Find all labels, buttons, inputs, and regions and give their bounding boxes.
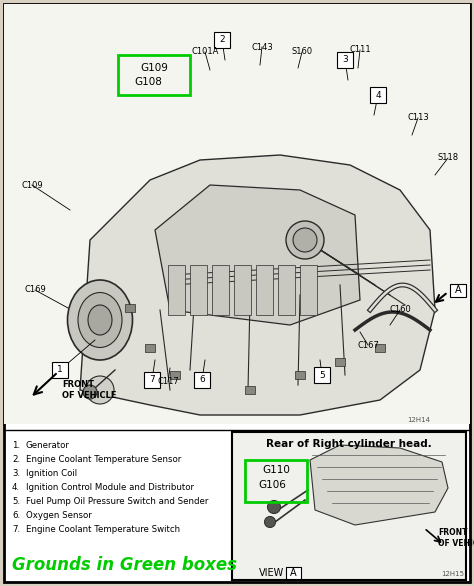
Text: A: A	[290, 568, 296, 578]
Bar	[337, 52, 353, 68]
Ellipse shape	[264, 516, 275, 527]
Text: C109: C109	[21, 180, 43, 189]
Text: 6.: 6.	[12, 510, 20, 520]
Text: 1: 1	[57, 366, 63, 374]
Text: A: A	[455, 285, 461, 295]
Text: Rear of Right cylinder head.: Rear of Right cylinder head.	[266, 439, 432, 449]
Text: 2: 2	[219, 36, 225, 45]
Ellipse shape	[293, 228, 317, 252]
Bar	[286, 567, 301, 579]
Ellipse shape	[88, 305, 112, 335]
Bar	[214, 32, 230, 48]
Bar	[335, 358, 345, 366]
Polygon shape	[80, 155, 435, 415]
Text: Oxygen Sensor: Oxygen Sensor	[26, 510, 92, 520]
Text: 1.: 1.	[12, 441, 20, 449]
Text: 7.: 7.	[12, 524, 20, 533]
Text: VIEW: VIEW	[259, 568, 284, 578]
Bar	[245, 460, 307, 502]
Bar	[190, 265, 207, 315]
Text: FRONT
OF VEHICLE: FRONT OF VEHICLE	[438, 528, 474, 548]
Ellipse shape	[78, 292, 122, 347]
Text: 5: 5	[319, 370, 325, 380]
Text: 7: 7	[149, 376, 155, 384]
Text: C169: C169	[24, 285, 46, 295]
Text: Generator: Generator	[26, 441, 70, 449]
Polygon shape	[310, 445, 448, 525]
Text: 2.: 2.	[12, 455, 20, 464]
Text: G106: G106	[258, 480, 286, 490]
Ellipse shape	[267, 500, 281, 513]
Text: G108: G108	[134, 77, 162, 87]
Bar	[278, 265, 295, 315]
Ellipse shape	[67, 280, 133, 360]
Bar	[144, 372, 160, 388]
Bar	[194, 372, 210, 388]
Bar	[125, 304, 135, 312]
Bar	[195, 378, 205, 386]
Text: C143: C143	[251, 43, 273, 52]
Ellipse shape	[83, 385, 97, 399]
Bar	[118, 55, 190, 95]
Bar	[212, 265, 229, 315]
Text: G109: G109	[140, 63, 168, 73]
Text: C113: C113	[407, 114, 429, 122]
Text: Fuel Pump Oil Pressure Switch and Sender: Fuel Pump Oil Pressure Switch and Sender	[26, 496, 209, 506]
Text: Engine Coolant Temperature Sensor: Engine Coolant Temperature Sensor	[26, 455, 181, 464]
Text: C160: C160	[389, 305, 411, 315]
Bar	[4, 4, 470, 424]
Text: G110: G110	[262, 465, 290, 475]
Ellipse shape	[86, 376, 114, 404]
Text: 12H14: 12H14	[407, 417, 430, 423]
Bar	[375, 344, 385, 352]
Bar	[170, 371, 180, 379]
Text: 6: 6	[199, 376, 205, 384]
Text: C111: C111	[349, 46, 371, 54]
Text: Ignition Control Module and Distributor: Ignition Control Module and Distributor	[26, 482, 194, 492]
Bar	[52, 362, 68, 378]
Text: Grounds in Green boxes: Grounds in Green boxes	[12, 556, 237, 574]
Bar	[168, 265, 185, 315]
Text: C117: C117	[157, 377, 179, 387]
Bar	[234, 265, 251, 315]
Text: 3.: 3.	[12, 468, 20, 478]
Polygon shape	[155, 185, 360, 325]
Ellipse shape	[286, 221, 324, 259]
Text: S118: S118	[438, 154, 458, 162]
Bar	[295, 371, 305, 379]
Bar	[245, 386, 255, 394]
Bar	[145, 344, 155, 352]
Bar	[370, 87, 386, 103]
Text: 4.: 4.	[12, 482, 20, 492]
Text: S160: S160	[292, 47, 312, 56]
Text: C101A: C101A	[191, 47, 219, 56]
Text: FRONT
OF VEHICLE: FRONT OF VEHICLE	[62, 380, 117, 400]
Text: 12H15: 12H15	[441, 571, 464, 577]
Text: 5.: 5.	[12, 496, 20, 506]
Bar	[450, 284, 466, 297]
Text: Engine Coolant Temperature Switch: Engine Coolant Temperature Switch	[26, 524, 180, 533]
Bar	[314, 367, 330, 383]
Text: Ignition Coil: Ignition Coil	[26, 468, 77, 478]
Bar	[300, 265, 317, 315]
Bar	[232, 432, 466, 580]
Text: 4: 4	[375, 90, 381, 100]
Bar	[256, 265, 273, 315]
Text: 3: 3	[342, 56, 348, 64]
Text: C167: C167	[357, 340, 379, 349]
